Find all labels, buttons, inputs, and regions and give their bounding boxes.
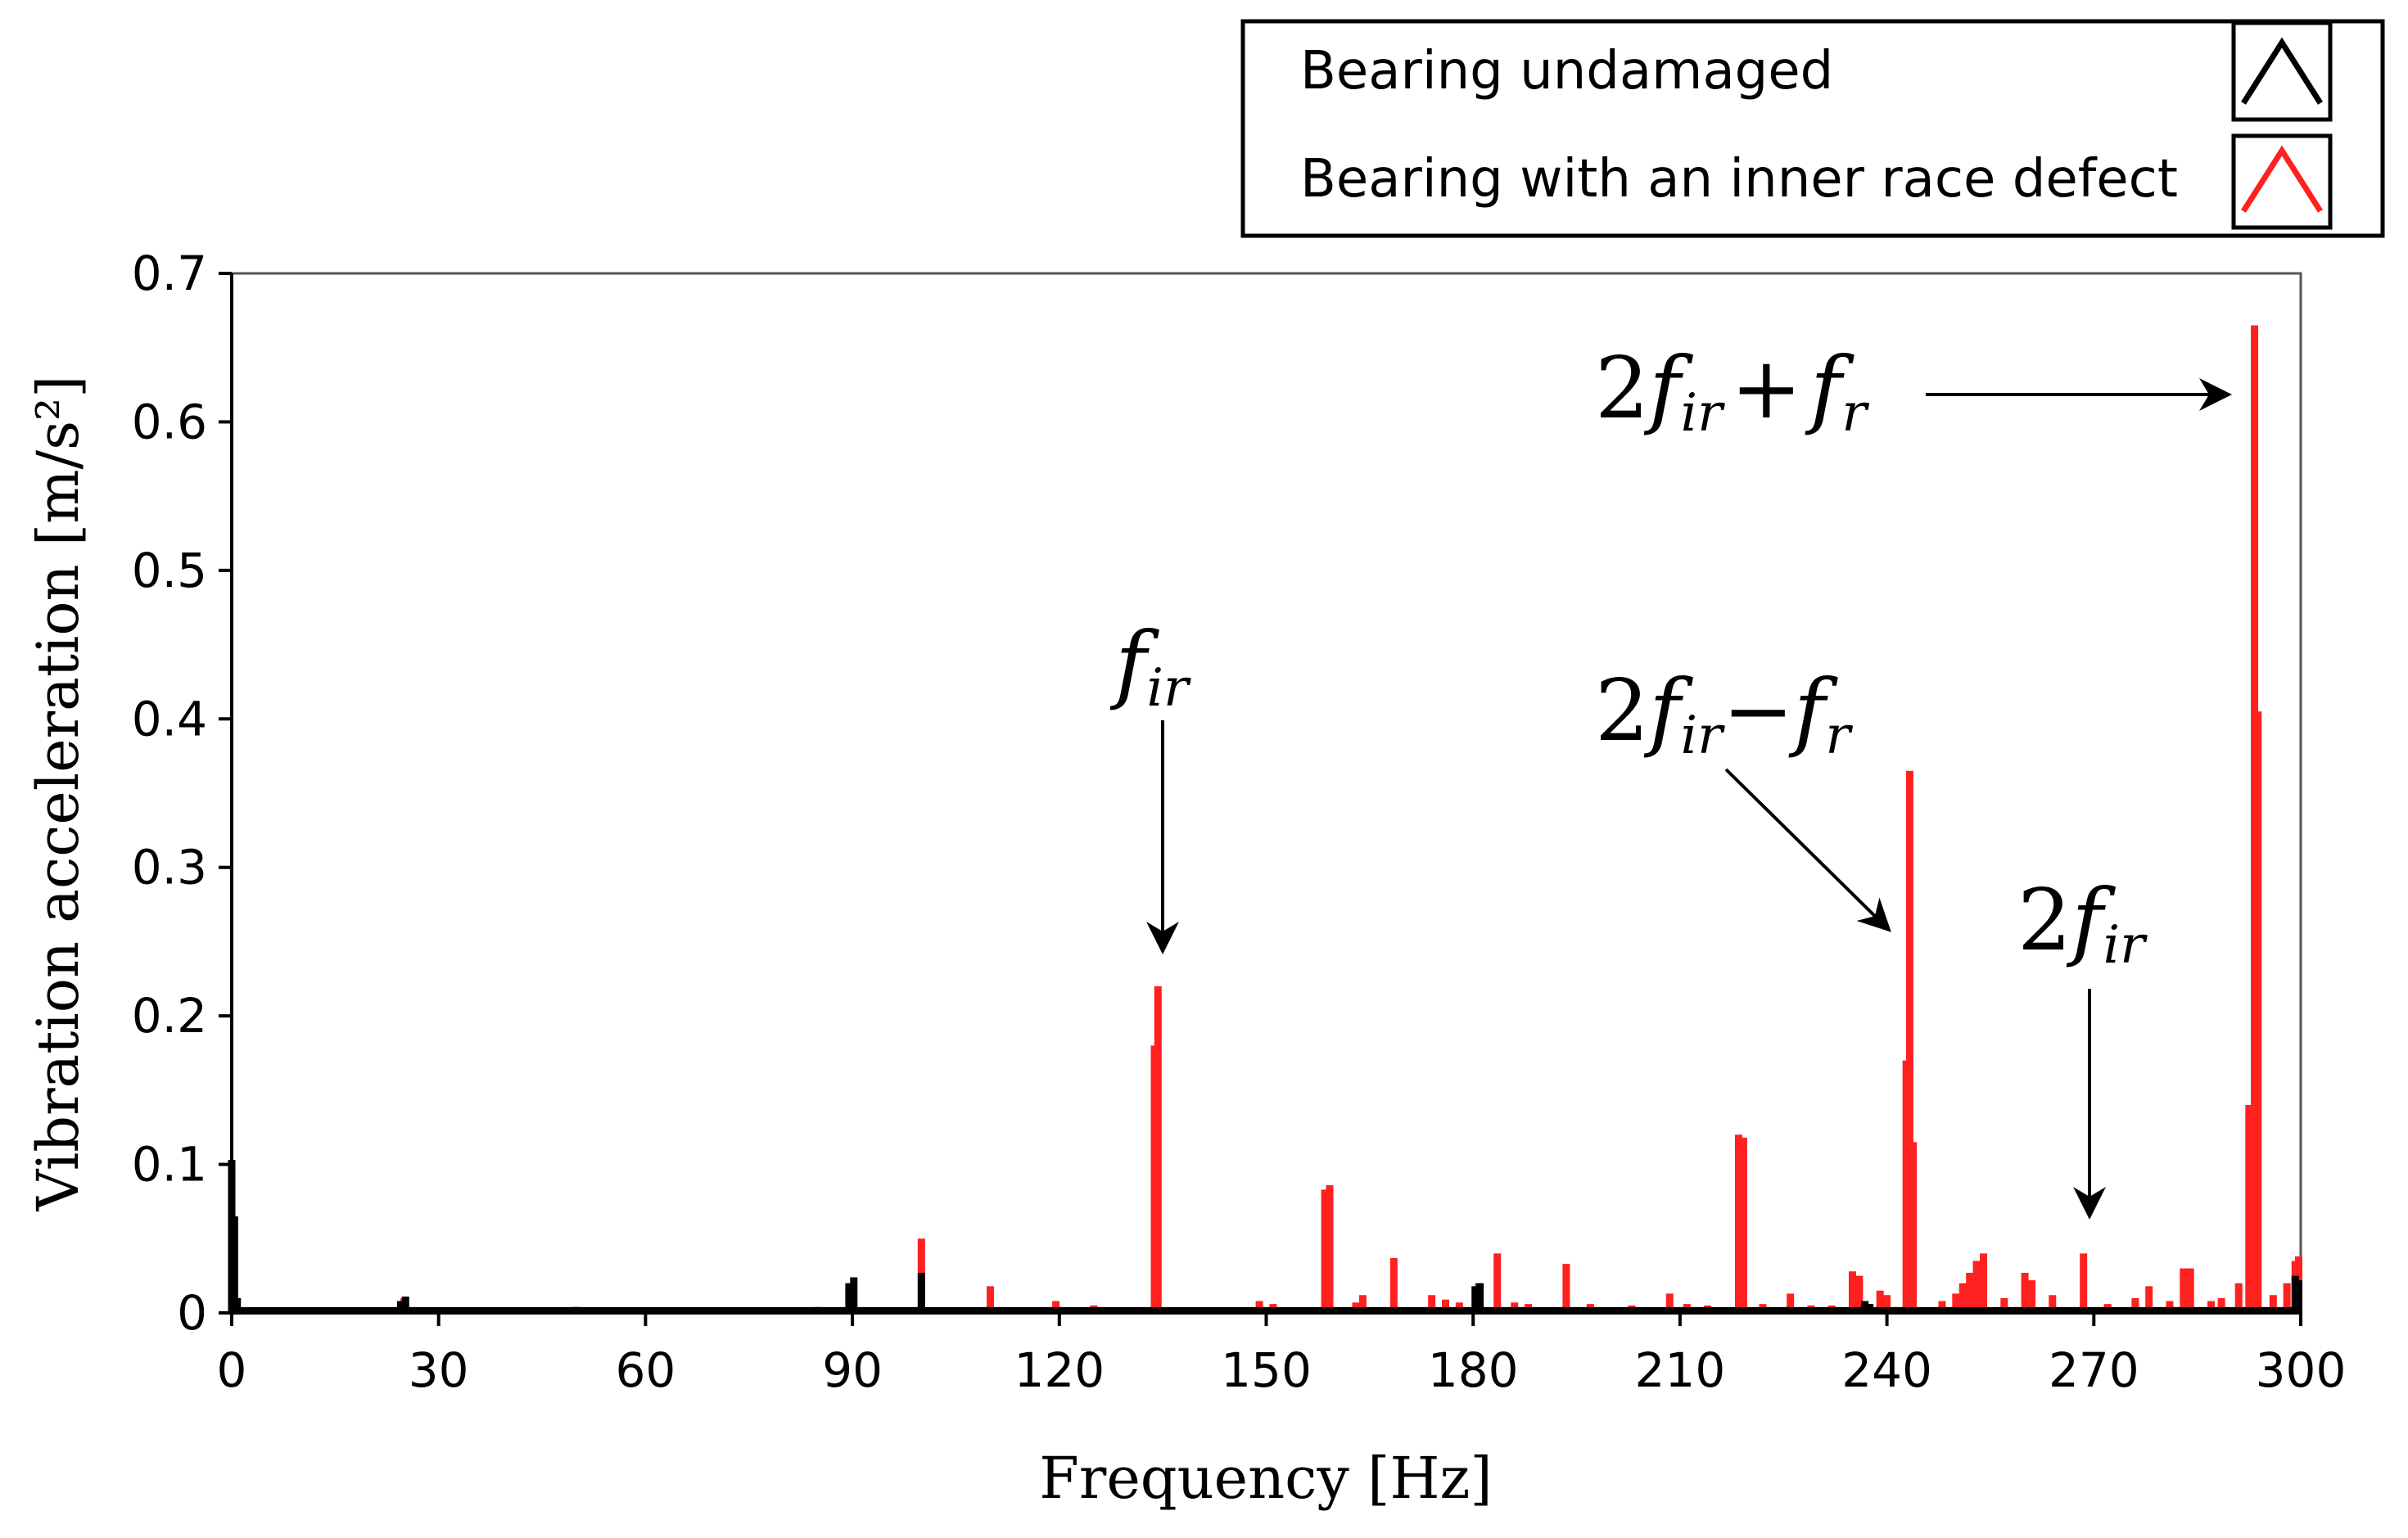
x-tick-label-4: 120 xyxy=(1014,1342,1105,1398)
legend-swatch-undamaged-icon xyxy=(2241,37,2323,105)
series-undamaged xyxy=(228,1160,2302,1313)
legend: Bearing undamaged Bearing with an inner … xyxy=(1240,19,2385,238)
x-tick-label-3: 90 xyxy=(822,1342,883,1398)
x-tick-label-2: 60 xyxy=(615,1342,675,1398)
y-tick-label-2: 0.2 xyxy=(132,988,207,1044)
legend-label-undamaged: Bearing undamaged xyxy=(1300,41,1833,101)
x-tick-label-10: 300 xyxy=(2256,1342,2347,1398)
x-tick-label-6: 180 xyxy=(1428,1342,1519,1398)
x-tick-label-8: 240 xyxy=(1841,1342,1932,1398)
legend-label-defect: Bearing with an inner race defect xyxy=(1300,149,2178,210)
x-tick-label-9: 270 xyxy=(2049,1342,2139,1398)
legend-box xyxy=(1240,19,2385,238)
series-defect xyxy=(228,325,2302,1313)
y-tick-label-5: 0.5 xyxy=(132,543,207,598)
annotation-label-2fir: 2fir xyxy=(2017,870,2148,976)
plot-frame xyxy=(230,272,2302,1315)
legend-swatch-defect-icon xyxy=(2241,145,2323,213)
x-tick-label-0: 0 xyxy=(217,1342,247,1398)
y-tick-label-6: 0.6 xyxy=(132,394,207,449)
y-tick-label-1: 0.1 xyxy=(132,1137,207,1193)
annotation-label-2fir-minus-fr: 2fir−fr xyxy=(1595,661,1853,766)
annotation-label-fir: fir xyxy=(1109,613,1191,719)
y-axis-title: Vibration acceleration [m/s²] xyxy=(25,376,92,1212)
y-axis-ticks: 0 0.1 0.2 0.3 0.4 0.5 0.6 0.7 xyxy=(132,246,232,1341)
y-tick-label-3: 0.3 xyxy=(132,840,207,895)
y-tick-label-0: 0 xyxy=(177,1285,207,1341)
x-tick-label-5: 150 xyxy=(1221,1342,1312,1398)
x-tick-label-1: 30 xyxy=(409,1342,469,1398)
x-tick-label-7: 210 xyxy=(1635,1342,1726,1398)
x-axis-title: Frequency [Hz] xyxy=(1039,1445,1492,1512)
annotation-label-2fir-plus-fr: 2fir+fr xyxy=(1595,338,1869,444)
annotation-arrow-2fir-minus-fr xyxy=(1724,768,1891,932)
y-tick-label-4: 0.4 xyxy=(132,691,207,746)
x-axis-ticks: 0 30 60 90 120 150 180 210 240 270 300 xyxy=(217,1313,2347,1398)
y-tick-label-7: 0.7 xyxy=(132,246,207,301)
legend-swatch-defect-frame xyxy=(2231,133,2333,230)
